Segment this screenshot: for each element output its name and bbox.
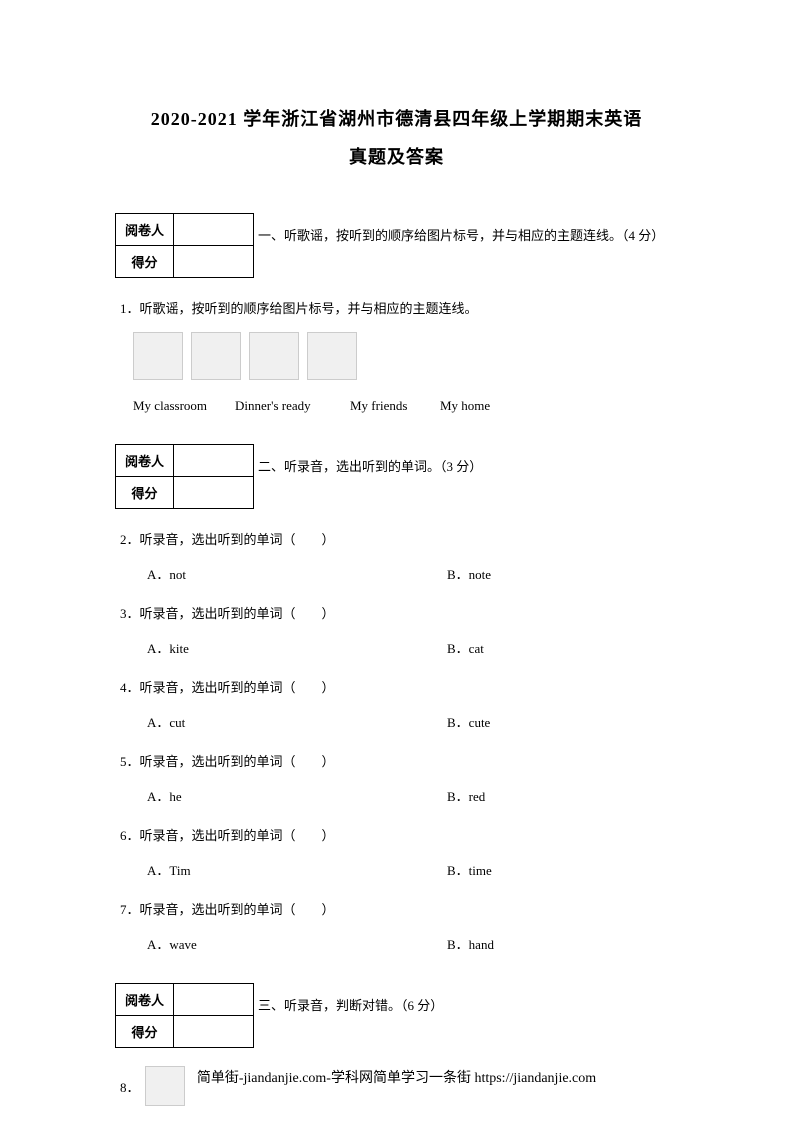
score-blank-1 [174, 246, 254, 278]
grader-label-2: 阅卷人 [116, 445, 174, 477]
option-b-6: B．time [447, 860, 678, 879]
grader-blank-2 [174, 445, 254, 477]
title-line1: 2020-2021 学年浙江省湖州市德清县四年级上学期期末英语 [115, 105, 678, 131]
grader-blank-3 [174, 984, 254, 1016]
score-label-2: 得分 [116, 477, 174, 509]
label-home: My home [440, 398, 490, 414]
grader-label-1: 阅卷人 [116, 214, 174, 246]
score-label-3: 得分 [116, 1016, 174, 1048]
section2-title: 二、听录音，选出听到的单词。（3 分） [258, 456, 482, 475]
section3-title: 三、听录音，判断对错。（6 分） [258, 995, 443, 1014]
score-blank-2 [174, 477, 254, 509]
question-1: 1．听歌谣，按听到的顺序给图片标号，并与相应的主题连线。 [120, 298, 678, 317]
option-a-7: A．wave [147, 934, 447, 953]
question-2: 2．听录音，选出听到的单词（ ） [120, 529, 678, 548]
question-3: 3．听录音，选出听到的单词（ ） [120, 603, 678, 622]
page-footer: 简单街-jiandanjie.com-学科网简单学习一条街 https://ji… [0, 1067, 793, 1087]
options-row-5: A．heB．red [147, 786, 678, 805]
image-labels: My classroom Dinner's ready My friends M… [133, 398, 678, 414]
option-a-6: A．Tim [147, 860, 447, 879]
option-a-2: A．not [147, 564, 447, 583]
label-classroom: My classroom [133, 398, 235, 414]
image-friends [249, 332, 299, 380]
option-b-5: B．red [447, 786, 678, 805]
option-a-3: A．kite [147, 638, 447, 657]
question-6: 6．听录音，选出听到的单词（ ） [120, 825, 678, 844]
section3-header: 阅卷人 得分 三、听录音，判断对错。（6 分） [115, 961, 678, 1048]
options-row-6: A．TimB．time [147, 860, 678, 879]
grader-blank-1 [174, 214, 254, 246]
section1-title: 一、听歌谣，按听到的顺序给图片标号，并与相应的主题连线。（4 分） [258, 225, 664, 244]
section1-header: 阅卷人 得分 一、听歌谣，按听到的顺序给图片标号，并与相应的主题连线。（4 分） [115, 191, 678, 278]
question-4: 4．听录音，选出听到的单词（ ） [120, 677, 678, 696]
score-blank-3 [174, 1016, 254, 1048]
image-classroom [133, 332, 183, 380]
label-dinner: Dinner's ready [235, 398, 350, 414]
grader-table-2: 阅卷人 得分 [115, 444, 254, 509]
section2-header: 阅卷人 得分 二、听录音，选出听到的单词。（3 分） [115, 422, 678, 509]
option-a-5: A．he [147, 786, 447, 805]
image-home [307, 332, 357, 380]
options-row-7: A．waveB．hand [147, 934, 678, 953]
option-b-3: B．cat [447, 638, 678, 657]
options-row-4: A．cutB．cute [147, 712, 678, 731]
grader-label-3: 阅卷人 [116, 984, 174, 1016]
option-b-2: B．note [447, 564, 678, 583]
image-dinner [191, 332, 241, 380]
image-row [133, 332, 678, 380]
option-b-4: B．cute [447, 712, 678, 731]
question-7: 7．听录音，选出听到的单词（ ） [120, 899, 678, 918]
grader-table-3: 阅卷人 得分 [115, 983, 254, 1048]
options-row-2: A．notB．note [147, 564, 678, 583]
grader-table-1: 阅卷人 得分 [115, 213, 254, 278]
option-b-7: B．hand [447, 934, 678, 953]
question-5: 5．听录音，选出听到的单词（ ） [120, 751, 678, 770]
label-friends: My friends [350, 398, 440, 414]
options-row-3: A．kiteB．cat [147, 638, 678, 657]
score-label-1: 得分 [116, 246, 174, 278]
title-line2: 真题及答案 [115, 143, 678, 169]
option-a-4: A．cut [147, 712, 447, 731]
